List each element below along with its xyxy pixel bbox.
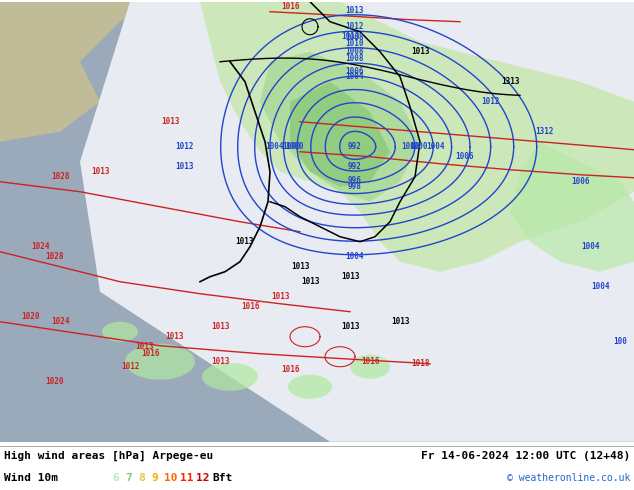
Text: 100: 100 <box>613 337 627 346</box>
Text: 1012: 1012 <box>346 22 365 31</box>
Text: 1016: 1016 <box>141 349 159 358</box>
Text: 1013: 1013 <box>161 117 179 126</box>
Text: 1013: 1013 <box>210 357 230 366</box>
Ellipse shape <box>200 7 300 37</box>
Polygon shape <box>80 2 634 441</box>
Text: 1004: 1004 <box>346 252 365 261</box>
Ellipse shape <box>202 363 258 391</box>
Text: 1000: 1000 <box>410 142 428 151</box>
Text: 1012: 1012 <box>481 97 499 106</box>
Text: © weatheronline.co.uk: © weatheronline.co.uk <box>507 473 630 483</box>
Text: 9: 9 <box>151 473 158 483</box>
Text: 1024: 1024 <box>51 317 69 326</box>
Text: 11: 11 <box>180 473 193 483</box>
Text: 1016: 1016 <box>281 2 299 11</box>
Text: 1008: 1008 <box>346 54 365 63</box>
Text: 1012: 1012 <box>120 362 139 371</box>
Text: 1013: 1013 <box>271 292 289 301</box>
Text: 12: 12 <box>196 473 209 483</box>
Text: Fr 14-06-2024 12:00 UTC (12+48): Fr 14-06-2024 12:00 UTC (12+48) <box>421 451 630 461</box>
Text: 1004: 1004 <box>265 142 283 151</box>
Text: 7: 7 <box>125 473 132 483</box>
Ellipse shape <box>102 322 138 342</box>
Text: 998: 998 <box>348 182 362 191</box>
Text: 1013: 1013 <box>340 272 359 281</box>
Text: 992: 992 <box>348 162 362 171</box>
Text: 1016: 1016 <box>361 357 379 366</box>
Text: 10: 10 <box>164 473 178 483</box>
Text: 1012: 1012 <box>176 142 194 151</box>
Text: 1000: 1000 <box>286 142 304 151</box>
Text: 1013: 1013 <box>236 237 254 246</box>
Text: 1006: 1006 <box>571 177 589 186</box>
Text: 1013: 1013 <box>210 322 230 331</box>
Text: 1020: 1020 <box>46 377 64 386</box>
Text: 1013: 1013 <box>340 322 359 331</box>
Text: 1010: 1010 <box>346 39 365 48</box>
Text: 992: 992 <box>348 142 362 151</box>
Text: 1013: 1013 <box>165 332 184 341</box>
Polygon shape <box>260 52 420 202</box>
Text: 1006: 1006 <box>456 152 474 161</box>
Text: 1013: 1013 <box>340 32 359 41</box>
Ellipse shape <box>288 375 332 399</box>
Polygon shape <box>510 142 634 272</box>
Text: 1004: 1004 <box>427 142 445 151</box>
Text: 1004: 1004 <box>581 242 599 251</box>
Text: 1000: 1000 <box>282 142 301 151</box>
Text: 1028: 1028 <box>46 252 64 261</box>
Text: 6: 6 <box>112 473 119 483</box>
Polygon shape <box>400 2 634 92</box>
Text: 1004: 1004 <box>591 282 609 291</box>
Polygon shape <box>0 2 160 142</box>
Text: 1312: 1312 <box>536 127 554 136</box>
Text: 1024: 1024 <box>31 242 49 251</box>
Text: 8: 8 <box>138 473 145 483</box>
Text: 1013: 1013 <box>291 262 309 271</box>
Text: 1013: 1013 <box>176 162 194 171</box>
Text: 1020: 1020 <box>21 312 39 321</box>
Text: 1004: 1004 <box>346 72 365 81</box>
Polygon shape <box>290 82 390 187</box>
Text: 1018: 1018 <box>411 359 429 368</box>
Text: 1008: 1008 <box>346 33 365 42</box>
Text: 1008: 1008 <box>346 47 365 56</box>
Text: 1000: 1000 <box>401 142 419 151</box>
Text: 1013: 1013 <box>346 6 365 15</box>
Text: Wind 10m: Wind 10m <box>4 473 58 483</box>
Text: 1013: 1013 <box>391 317 410 326</box>
Text: 1013: 1013 <box>411 47 429 56</box>
Text: 1013: 1013 <box>301 277 320 286</box>
Polygon shape <box>200 2 634 272</box>
Text: 1028: 1028 <box>51 172 69 181</box>
Ellipse shape <box>350 355 390 379</box>
Text: High wind areas [hPa] Arpege-eu: High wind areas [hPa] Arpege-eu <box>4 450 213 461</box>
Text: 1006: 1006 <box>346 67 365 76</box>
Text: 1013: 1013 <box>91 167 109 176</box>
Text: 1013: 1013 <box>136 342 154 351</box>
Text: Bft: Bft <box>212 473 232 483</box>
Text: 1016: 1016 <box>281 365 299 374</box>
Text: 996: 996 <box>348 176 362 185</box>
Text: 1313: 1313 <box>501 77 519 86</box>
Text: 1016: 1016 <box>241 302 259 311</box>
Ellipse shape <box>125 343 195 380</box>
